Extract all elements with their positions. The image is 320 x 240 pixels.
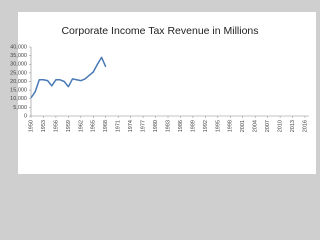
chart-title: Corporate Income Tax Revenue in Millions [61, 25, 258, 37]
y-tick-label: 25,000 [10, 70, 27, 76]
page: Corporate Income Tax Revenue in Millions… [10, 12, 316, 174]
y-tick-label: 10,000 [10, 96, 27, 102]
x-tick-label: 1965 [91, 120, 97, 132]
x-tick-label: 1968 [103, 120, 109, 132]
x-tick-label: 2010 [278, 120, 284, 132]
x-tick-label: 1992 [203, 120, 209, 132]
y-tick-label: 35,000 [10, 53, 27, 59]
x-tick-label: 1959 [66, 120, 72, 132]
x-tick-label: 1989 [190, 120, 196, 132]
x-tick-label: 1974 [128, 120, 134, 132]
y-tick-label: 15,000 [10, 88, 27, 94]
x-tick-label: 1977 [141, 120, 147, 132]
x-tick-label: 1950 [28, 120, 34, 132]
x-tick-label: 2016 [302, 120, 308, 132]
chart: Corporate Income Tax Revenue in Millions… [10, 12, 316, 174]
x-tick-label: 1995 [215, 120, 221, 132]
chart-area [18, 12, 316, 174]
x-tick-label: 1980 [153, 120, 159, 132]
y-tick-label: 40,000 [10, 44, 27, 50]
x-tick-label: 1953 [41, 120, 47, 132]
y-tick-label: 30,000 [10, 62, 27, 68]
y-tick-label: 20,000 [10, 79, 27, 85]
x-tick-label: 2001 [240, 120, 246, 132]
x-tick-label: 2013 [290, 120, 296, 132]
x-tick-label: 2007 [265, 120, 271, 132]
x-tick-label: 1956 [53, 120, 59, 132]
x-tick-label: 2004 [253, 120, 259, 132]
x-tick-label: 1983 [165, 120, 171, 132]
x-tick-label: 1971 [116, 120, 122, 132]
data-line [30, 56, 107, 99]
x-tick-label: 1962 [78, 120, 84, 132]
y-tick-label: 0 [24, 113, 27, 119]
x-tick-label: 1986 [178, 120, 184, 132]
x-tick-label: 1998 [228, 120, 234, 132]
y-tick-label: 5,000 [13, 105, 27, 111]
